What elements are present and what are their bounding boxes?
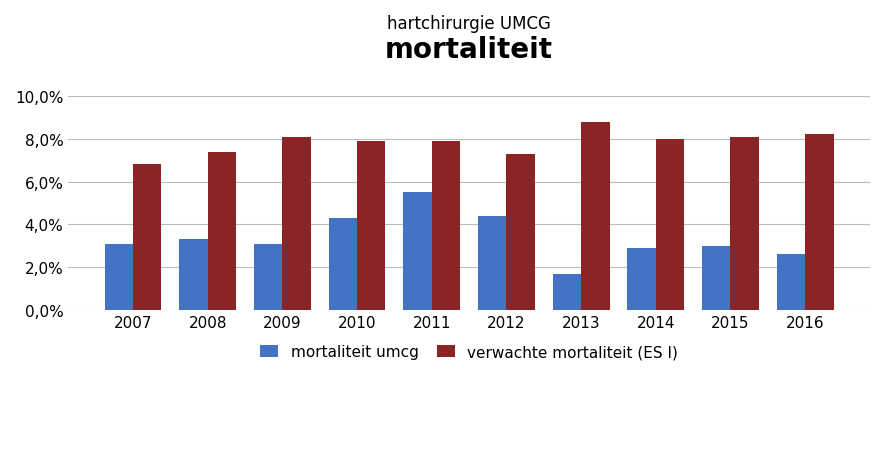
Bar [104,244,133,310]
Text: hartchirurgie UMCG: hartchirurgie UMCG [387,15,551,33]
Bar [581,122,610,310]
Bar [506,154,535,310]
Bar [208,152,236,310]
Bar [805,135,834,310]
Bar [702,246,730,310]
Bar [730,137,758,310]
Bar [282,137,311,310]
Legend: mortaliteit umcg, verwachte mortaliteit (ES I): mortaliteit umcg, verwachte mortaliteit … [257,341,681,363]
Bar [180,240,208,310]
Bar [328,218,358,310]
Bar [478,216,506,310]
Bar [254,244,282,310]
Bar [627,249,656,310]
Bar [404,193,432,310]
Bar [133,165,161,310]
Bar [432,142,460,310]
Title: mortaliteit: mortaliteit [385,36,553,64]
Bar [553,274,581,310]
Bar [777,255,805,310]
Bar [358,142,386,310]
Bar [656,139,684,310]
